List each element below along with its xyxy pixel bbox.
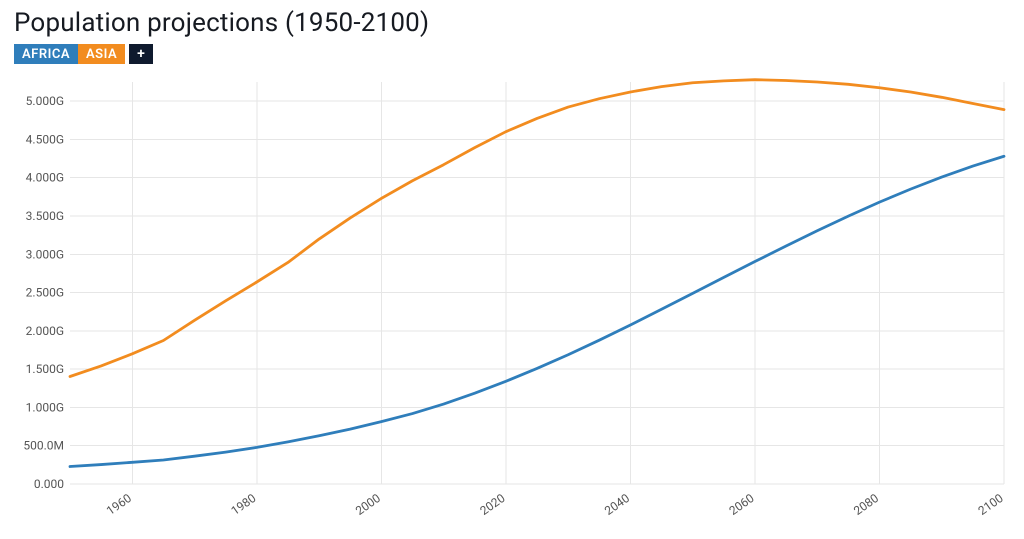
y-tick-label: 2.500G (26, 286, 64, 300)
legend-item-africa[interactable]: AFRICA (14, 44, 78, 64)
chart-title: Population projections (1950-2100) (14, 8, 1012, 38)
y-tick-label: 4.000G (26, 171, 64, 185)
legend-item-asia[interactable]: ASIA (78, 44, 125, 64)
y-tick-label: 1.000G (26, 400, 64, 414)
y-tick-label: 500.0M (23, 439, 64, 453)
y-tick-label: 5.000G (26, 94, 64, 108)
legend: AFRICAASIA+ (14, 44, 1012, 64)
chart-area: 0.000 500.0M 1.000G 1.500G 2.000G 2.500G 3.000… (12, 70, 1012, 526)
y-tick-label: 0.000 (34, 477, 64, 491)
y-tick-label: 3.500G (26, 209, 64, 223)
y-tick-label: 1.500G (26, 362, 64, 376)
y-tick-label: 4.500G (26, 132, 64, 146)
legend-add-button[interactable]: + (129, 44, 153, 64)
y-tick-label: 3.000G (26, 247, 64, 261)
chart-svg: 0.000 500.0M 1.000G 1.500G 2.000G 2.500G 3.000… (12, 70, 1012, 526)
y-tick-label: 2.000G (26, 324, 64, 338)
